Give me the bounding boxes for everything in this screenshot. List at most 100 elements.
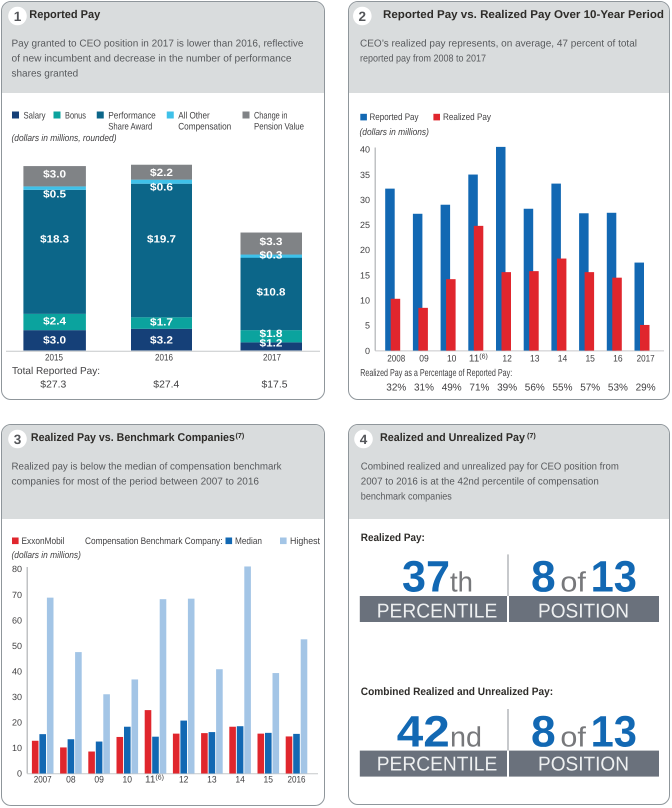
svg-text:Realized Pay:: Realized Pay:	[361, 532, 425, 544]
svg-text:5: 5	[365, 321, 370, 331]
svg-text:$0.3: $0.3	[260, 250, 283, 262]
svg-text:of: of	[560, 567, 586, 598]
svg-text:10: 10	[360, 296, 370, 306]
svg-text:09: 09	[94, 774, 104, 785]
svg-text:2008: 2008	[387, 354, 405, 365]
svg-text:10: 10	[12, 743, 22, 753]
svg-text:POSITION: POSITION	[538, 753, 629, 775]
svg-text:Compensation Benchmark Company: Compensation Benchmark Company:	[85, 536, 223, 547]
svg-text:$19.7: $19.7	[147, 234, 176, 246]
svg-text:$0.5: $0.5	[43, 188, 66, 200]
svg-text:benchmark companies: benchmark companies	[361, 492, 452, 503]
svg-text:th: th	[450, 567, 473, 598]
svg-text:(dollars in millions, rounded): (dollars in millions, rounded)	[12, 133, 117, 144]
svg-text:09: 09	[419, 354, 429, 365]
svg-text:Realized Pay: Realized Pay	[443, 112, 491, 123]
svg-text:Change in: Change in	[254, 111, 288, 122]
svg-text:reported pay from 2008 to 2017: reported pay from 2008 to 2017	[360, 53, 486, 64]
svg-text:(dollars in millions): (dollars in millions)	[12, 550, 81, 561]
svg-text:POSITION: POSITION	[538, 600, 629, 622]
svg-text:31%: 31%	[414, 383, 434, 394]
svg-text:14: 14	[558, 354, 568, 365]
svg-text:Median: Median	[235, 536, 262, 547]
svg-text:2: 2	[359, 9, 367, 24]
svg-text:1: 1	[14, 9, 22, 24]
svg-text:13: 13	[591, 553, 637, 602]
svg-text:53%: 53%	[608, 383, 628, 394]
svg-text:29%: 29%	[636, 383, 656, 394]
svg-text:Compensation: Compensation	[178, 122, 231, 133]
svg-text:$17.5: $17.5	[262, 380, 288, 391]
svg-text:25: 25	[360, 220, 370, 230]
svg-text:$10.8: $10.8	[257, 287, 286, 299]
svg-text:$1.8: $1.8	[260, 328, 283, 340]
svg-text:Bonus: Bonus	[65, 111, 86, 122]
svg-text:Reported Pay: Reported Pay	[370, 112, 419, 123]
svg-text:$18.3: $18.3	[40, 234, 69, 246]
svg-text:$2.4: $2.4	[43, 316, 66, 328]
svg-text:Share Award: Share Award	[108, 122, 152, 133]
svg-text:$2.2: $2.2	[150, 167, 173, 179]
svg-text:70: 70	[12, 590, 22, 600]
svg-text:3: 3	[14, 432, 22, 447]
svg-text:8: 8	[531, 553, 556, 602]
svg-text:40: 40	[360, 145, 370, 155]
svg-text:8: 8	[531, 707, 556, 756]
svg-text:$3.2: $3.2	[150, 335, 173, 347]
svg-text:Realized pay is below the medi: Realized pay is below the median of comp…	[12, 461, 283, 472]
svg-text:CEO’s realized pay represents,: CEO’s realized pay represents, on averag…	[360, 38, 637, 49]
svg-text:13: 13	[530, 354, 540, 365]
svg-text:Performance: Performance	[108, 111, 156, 122]
svg-text:$1.7: $1.7	[150, 317, 173, 329]
svg-text:13: 13	[591, 707, 637, 756]
svg-text:Realized Pay vs. Benchmark Com: Realized Pay vs. Benchmark Companies	[31, 432, 235, 444]
svg-text:4: 4	[360, 432, 368, 447]
svg-text:Total Reported Pay:: Total Reported Pay:	[12, 366, 100, 377]
svg-text:companies for most of the peri: companies for most of the period between…	[12, 476, 260, 487]
svg-text:12: 12	[179, 774, 189, 785]
svg-text:0: 0	[365, 346, 370, 356]
svg-text:08: 08	[66, 774, 76, 785]
svg-text:$1.2: $1.2	[260, 338, 283, 350]
svg-text:57%: 57%	[580, 383, 600, 394]
svg-text:2017: 2017	[637, 354, 655, 365]
svg-text:of new incumbent and decrease: of new incumbent and decrease in the num…	[12, 53, 292, 64]
svg-text:15: 15	[585, 354, 595, 365]
svg-text:40: 40	[12, 666, 22, 676]
svg-text:39%: 39%	[497, 383, 517, 394]
svg-text:Pay granted to CEO position in: Pay granted to CEO position in 2017 is l…	[12, 38, 304, 49]
svg-text:2017: 2017	[263, 352, 281, 363]
svg-text:16: 16	[613, 354, 623, 365]
svg-text:Combined realized and unrealiz: Combined realized and unrealized pay for…	[361, 461, 619, 472]
svg-text:Reported Pay: Reported Pay	[29, 9, 101, 21]
svg-text:$27.4: $27.4	[153, 380, 179, 391]
svg-text:Highest: Highest	[290, 536, 320, 547]
svg-text:11(6): 11(6)	[469, 353, 488, 365]
svg-text:55%: 55%	[553, 383, 573, 394]
svg-text:$27.3: $27.3	[40, 380, 66, 391]
svg-text:50: 50	[12, 641, 22, 651]
svg-text:42: 42	[397, 707, 450, 756]
svg-text:2016: 2016	[155, 352, 173, 363]
svg-text:PERCENTILE: PERCENTILE	[377, 753, 498, 775]
svg-text:11(6): 11(6)	[145, 773, 164, 785]
svg-text:Reported Pay vs. Realized Pay: Reported Pay vs. Realized Pay Over 10-Ye…	[383, 9, 664, 21]
svg-text:All Other: All Other	[178, 111, 210, 122]
svg-text:ExxonMobil: ExxonMobil	[22, 536, 65, 547]
svg-text:30: 30	[360, 195, 370, 205]
svg-text:56%: 56%	[525, 383, 545, 394]
svg-text:Realized and Unrealized Pay: Realized and Unrealized Pay	[380, 432, 526, 444]
svg-text:10: 10	[123, 774, 133, 785]
svg-text:of: of	[560, 721, 586, 752]
svg-text:20: 20	[12, 718, 22, 728]
svg-text:$0.6: $0.6	[150, 181, 173, 193]
svg-text:30: 30	[12, 692, 22, 702]
svg-text:20: 20	[360, 245, 370, 255]
svg-text:2016: 2016	[288, 774, 306, 785]
svg-text:$3.3: $3.3	[260, 236, 283, 248]
svg-text:15: 15	[360, 270, 370, 280]
svg-text:(7): (7)	[527, 431, 536, 440]
svg-text:(dollars in millions): (dollars in millions)	[360, 127, 429, 138]
svg-text:80: 80	[12, 564, 22, 574]
svg-text:2007 to 2016 is at the 42nd pe: 2007 to 2016 is at the 42nd percentile o…	[361, 476, 599, 487]
